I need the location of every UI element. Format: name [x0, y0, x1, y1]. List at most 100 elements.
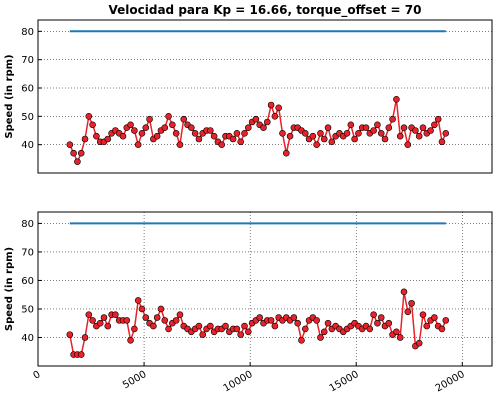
point	[66, 141, 74, 148]
point	[370, 127, 377, 134]
point	[431, 121, 438, 129]
point	[431, 314, 438, 321]
point	[176, 311, 184, 318]
point	[385, 319, 393, 327]
x-tick-label: 0	[31, 369, 42, 382]
point	[180, 115, 188, 123]
point	[320, 328, 328, 336]
point	[172, 130, 180, 137]
point	[396, 132, 404, 140]
chart-title: Velocidad para Kp = 16.66, torque_offset…	[109, 3, 422, 18]
point	[260, 124, 267, 131]
point	[233, 130, 241, 137]
point	[438, 138, 446, 146]
point	[218, 141, 226, 148]
point	[313, 317, 320, 324]
x-tick-label: 15000	[328, 369, 361, 394]
point	[343, 130, 351, 137]
point	[245, 124, 252, 131]
point	[412, 127, 419, 134]
subplot: Speed (in rpm) 40 50 60 70 80 0 5000 10000 15000 2…	[4, 211, 493, 395]
point	[138, 305, 146, 313]
point	[165, 113, 172, 120]
point	[282, 149, 290, 157]
point	[324, 319, 332, 327]
point	[207, 127, 214, 134]
x-tick-label: 10000	[222, 369, 255, 394]
point	[89, 121, 96, 129]
point	[301, 130, 309, 137]
point	[396, 334, 404, 341]
point	[400, 288, 408, 296]
point	[271, 113, 279, 120]
y-tick-label: 70	[21, 55, 34, 66]
point	[104, 135, 112, 143]
point	[290, 314, 298, 321]
point	[404, 308, 412, 316]
point	[96, 319, 104, 327]
point	[408, 299, 415, 307]
point	[77, 149, 85, 157]
point	[256, 314, 263, 321]
point	[442, 317, 450, 324]
point	[404, 141, 412, 148]
point	[70, 149, 77, 157]
point	[324, 124, 332, 131]
plot-frame	[37, 19, 493, 174]
point	[415, 132, 423, 140]
y-tick-label: 50	[21, 112, 34, 123]
point	[393, 328, 400, 336]
point	[301, 325, 309, 333]
point	[415, 339, 423, 347]
point	[317, 130, 324, 137]
point	[275, 104, 282, 112]
line	[69, 99, 447, 164]
y-axis-label: Speed (in rpm)	[4, 247, 15, 331]
point	[146, 115, 153, 123]
point	[77, 351, 85, 358]
point	[374, 121, 381, 129]
point	[210, 132, 218, 140]
y-tick-label: 80	[21, 219, 34, 230]
point	[127, 337, 134, 344]
point	[66, 331, 74, 338]
point	[104, 322, 112, 330]
point	[222, 322, 229, 330]
point	[142, 124, 150, 131]
point	[279, 130, 286, 137]
point	[377, 130, 385, 137]
y-tick-label: 80	[21, 27, 34, 38]
point	[294, 319, 301, 327]
point	[237, 138, 245, 146]
point	[85, 311, 93, 318]
point	[188, 124, 195, 131]
point	[157, 305, 165, 313]
point	[131, 127, 138, 134]
point	[172, 317, 180, 324]
point	[74, 158, 81, 165]
x-tick-label: 20000	[434, 369, 467, 394]
point	[434, 115, 442, 123]
point	[229, 135, 237, 143]
point	[286, 132, 294, 140]
point	[366, 325, 374, 333]
subplot: Velocidad para Kp = 16.66, torque_offset…	[4, 3, 493, 174]
point	[377, 314, 385, 321]
point	[195, 322, 203, 330]
point	[267, 317, 275, 324]
point	[317, 334, 324, 341]
point	[328, 138, 336, 146]
y-tick-label: 70	[21, 247, 34, 258]
point	[362, 124, 370, 131]
point	[241, 322, 248, 330]
point	[245, 328, 252, 336]
point	[112, 311, 119, 318]
point	[100, 314, 108, 321]
point	[419, 311, 427, 318]
point	[165, 325, 172, 333]
point	[169, 121, 176, 129]
y-tick-label: 40	[21, 333, 34, 344]
point	[127, 121, 134, 129]
point	[442, 130, 450, 137]
y-axis-label: Speed (in rpm)	[4, 54, 15, 138]
